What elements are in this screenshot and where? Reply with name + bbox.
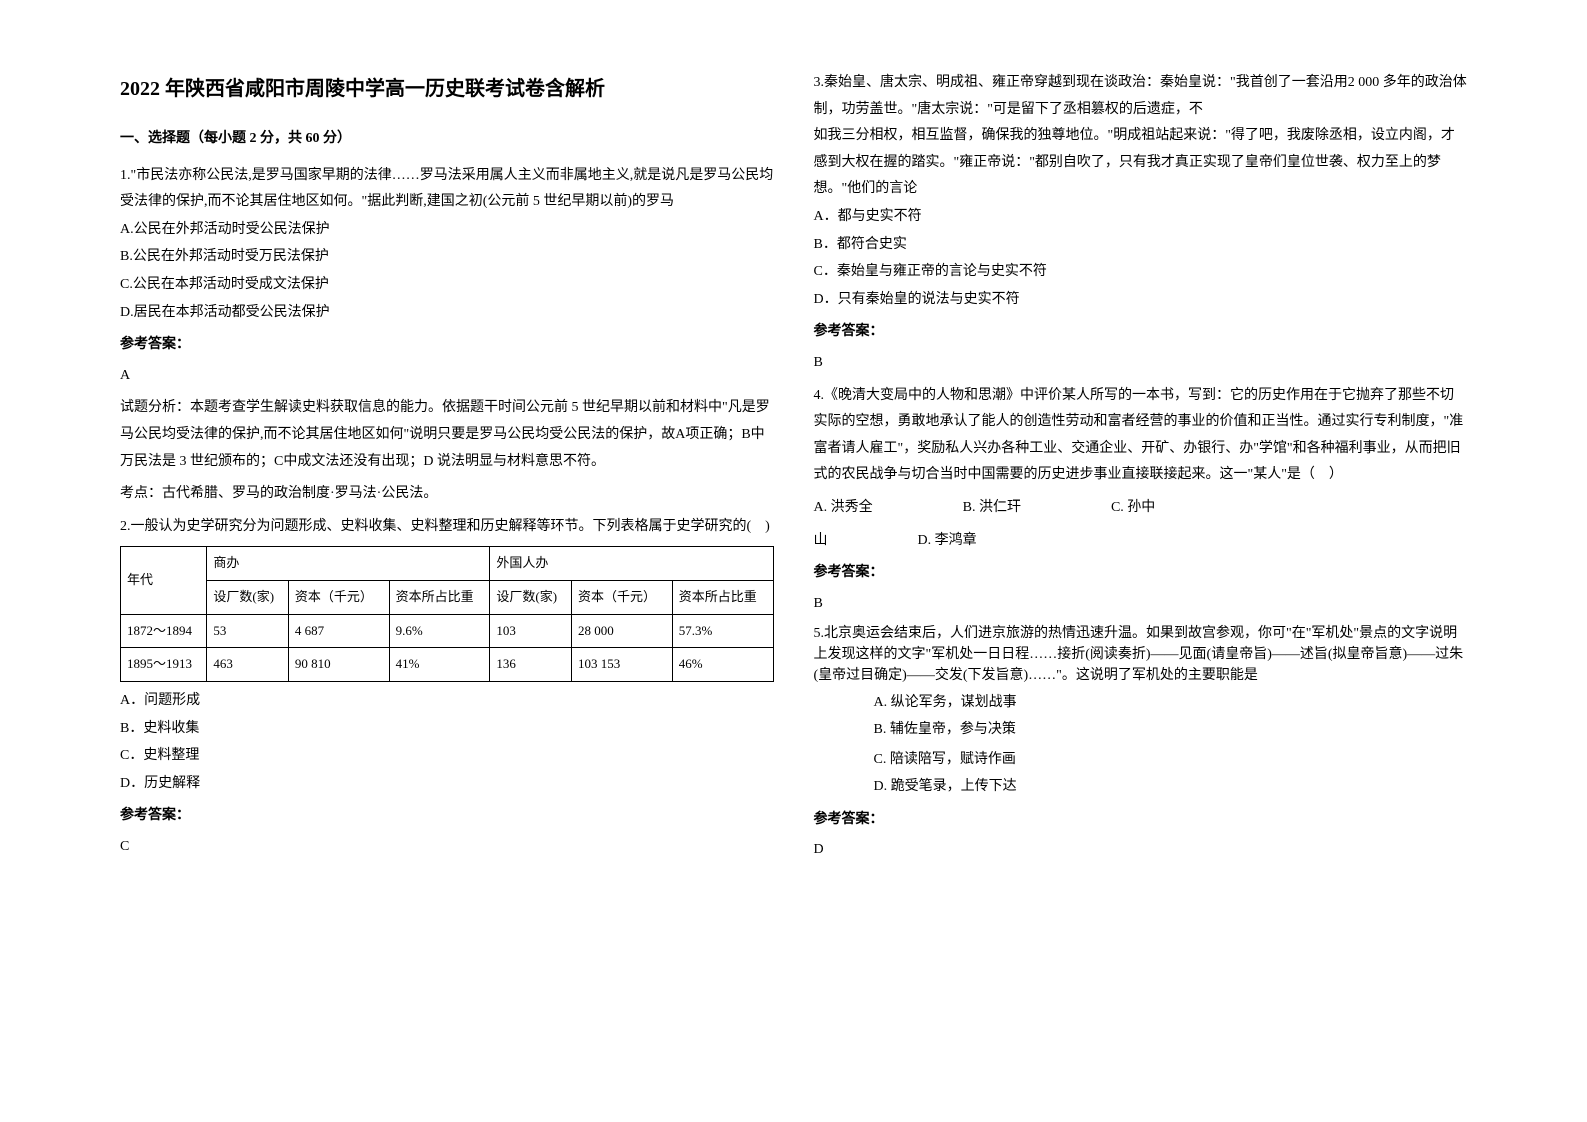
table-row: 1895～1913 463 90 810 41% 136 103 153 46% — [121, 648, 774, 682]
table-subheader-row: 设厂数(家) 资本（千元） 资本所占比重 设厂数(家) 资本（千元） 资本所占比… — [121, 581, 774, 615]
table-header-row: 年代 商办 外国人办 — [121, 547, 774, 581]
q3-stem-1: 3.秦始皇、唐太宗、明成祖、雍正帝穿越到现在谈政治：秦始皇说："我首创了一套沿用… — [814, 70, 1468, 123]
q4-answer: B — [814, 591, 1468, 618]
q2-opt-d: D．历史解释 — [120, 771, 774, 798]
right-column: 3.秦始皇、唐太宗、明成祖、雍正帝穿越到现在谈政治：秦始皇说："我首创了一套沿用… — [794, 70, 1488, 1082]
question-2: 2.一般认为史学研究分为问题形成、史料收集、史料整理和历史解释等环节。下列表格属… — [120, 514, 774, 861]
q3-opt-d: D．只有秦始皇的说法与史实不符 — [814, 287, 1468, 314]
q3-opt-b: B．都符合史实 — [814, 232, 1468, 259]
q5-opt-b: B. 辅佐皇帝，参与决策 — [874, 717, 1016, 744]
q1-opt-d: D.居民在本邦活动都受公民法保护 — [120, 300, 774, 327]
th-waiguo: 外国人办 — [490, 547, 773, 581]
q2-stem: 2.一般认为史学研究分为问题形成、史料收集、史料整理和历史解释等环节。下列表格属… — [120, 514, 774, 541]
q5-opt-c: C. 陪读陪写，赋诗作画 — [874, 747, 1016, 774]
q4-stem: 4.《晚清大变局中的人物和思潮》中评价某人所写的一本书，写到：它的历史作用在于它… — [814, 383, 1468, 489]
q2-answer-label: 参考答案： — [120, 803, 774, 830]
cell: 90 810 — [288, 648, 389, 682]
q1-opt-a: A.公民在外邦活动时受公民法保护 — [120, 217, 774, 244]
cell: 4 687 — [288, 614, 389, 648]
q5-answer: D — [814, 837, 1468, 864]
q4-opts-row1: A. 洪秀全 B. 洪仁玕 C. 孙中 — [814, 495, 1468, 522]
cell: 103 — [490, 614, 572, 648]
cell: 57.3% — [672, 614, 773, 648]
sh-4: 设厂数(家) — [490, 581, 572, 615]
q2-answer: C — [120, 834, 774, 861]
section-1-header: 一、选择题（每小题 2 分，共 60 分） — [120, 126, 774, 153]
q3-answer: B — [814, 350, 1468, 377]
q5-opt-d: D. 跪受笔录，上传下达 — [874, 774, 1017, 801]
q4-opts-row2: 山 D. 李鸿章 — [814, 528, 1468, 555]
q1-answer: A — [120, 363, 774, 390]
q1-analysis: 试题分析：本题考查学生解读史料获取信息的能力。依据题干时间公元前 5 世纪早期以… — [120, 395, 774, 475]
cell: 1872～1894 — [121, 614, 207, 648]
q5-opts-row2: C. 陪读陪写，赋诗作画 D. 跪受笔录，上传下达 — [814, 747, 1468, 800]
q5-answer-label: 参考答案： — [814, 807, 1468, 834]
q4-opt-d: D. 李鸿章 — [918, 528, 977, 555]
q4-opt-c: C. 孙中 — [1111, 495, 1155, 522]
cell: 28 000 — [571, 614, 672, 648]
question-5: 5.北京奥运会结束后，人们进京旅游的热情迅速升温。如果到故宫参观，你可"在"军机… — [814, 623, 1468, 864]
q2-opt-b: B．史料收集 — [120, 716, 774, 743]
sh-6: 资本所占比重 — [672, 581, 773, 615]
cell: 46% — [672, 648, 773, 682]
cell: 463 — [207, 648, 289, 682]
sh-5: 资本（千元） — [571, 581, 672, 615]
q3-answer-label: 参考答案： — [814, 319, 1468, 346]
q4-answer-label: 参考答案： — [814, 560, 1468, 587]
q3-opt-a: A．都与史实不符 — [814, 204, 1468, 231]
cell: 41% — [389, 648, 490, 682]
th-year: 年代 — [121, 547, 207, 614]
q5-opts-row1: A. 纵论军务，谋划战事 B. 辅佐皇帝，参与决策 — [814, 690, 1468, 743]
q3-stem-2: 如我三分相权，相互监督，确保我的独尊地位。"明成祖站起来说："得了吧，我废除丞相… — [814, 123, 1468, 203]
q1-kaodian: 考点：古代希腊、罗马的政治制度·罗马法·公民法。 — [120, 481, 774, 508]
cell: 103 153 — [571, 648, 672, 682]
th-shangban: 商办 — [207, 547, 490, 581]
exam-title: 2022 年陕西省咸阳市周陵中学高一历史联考试卷含解析 — [120, 70, 774, 108]
cell: 53 — [207, 614, 289, 648]
sh-3: 资本所占比重 — [389, 581, 490, 615]
q2-opt-c: C．史料整理 — [120, 743, 774, 770]
q2-opt-a: A．问题形成 — [120, 688, 774, 715]
q1-stem: 1."市民法亦称公民法,是罗马国家早期的法律……罗马法采用属人主义而非属地主义,… — [120, 163, 774, 216]
cell: 9.6% — [389, 614, 490, 648]
question-4: 4.《晚清大变局中的人物和思潮》中评价某人所写的一本书，写到：它的历史作用在于它… — [814, 383, 1468, 618]
sh-2: 资本（千元） — [288, 581, 389, 615]
q4-opt-c-cont: 山 — [814, 528, 828, 555]
cell: 136 — [490, 648, 572, 682]
question-3: 3.秦始皇、唐太宗、明成祖、雍正帝穿越到现在谈政治：秦始皇说："我首创了一套沿用… — [814, 70, 1468, 377]
sh-1: 设厂数(家) — [207, 581, 289, 615]
q5-stem: 5.北京奥运会结束后，人们进京旅游的热情迅速升温。如果到故宫参观，你可"在"军机… — [814, 623, 1468, 686]
q5-opt-a: A. 纵论军务，谋划战事 — [874, 690, 1017, 717]
q2-table: 年代 商办 外国人办 设厂数(家) 资本（千元） 资本所占比重 设厂数(家) 资… — [120, 546, 774, 682]
q3-opt-c: C．秦始皇与雍正帝的言论与史实不符 — [814, 259, 1468, 286]
q4-opt-b: B. 洪仁玕 — [963, 495, 1021, 522]
table-row: 1872～1894 53 4 687 9.6% 103 28 000 57.3% — [121, 614, 774, 648]
left-column: 2022 年陕西省咸阳市周陵中学高一历史联考试卷含解析 一、选择题（每小题 2 … — [100, 70, 794, 1082]
q1-answer-label: 参考答案： — [120, 332, 774, 359]
q4-opt-a: A. 洪秀全 — [814, 495, 873, 522]
question-1: 1."市民法亦称公民法,是罗马国家早期的法律……罗马法采用属人主义而非属地主义,… — [120, 163, 774, 508]
cell: 1895～1913 — [121, 648, 207, 682]
q1-opt-b: B.公民在外邦活动时受万民法保护 — [120, 244, 774, 271]
q1-opt-c: C.公民在本邦活动时受成文法保护 — [120, 272, 774, 299]
